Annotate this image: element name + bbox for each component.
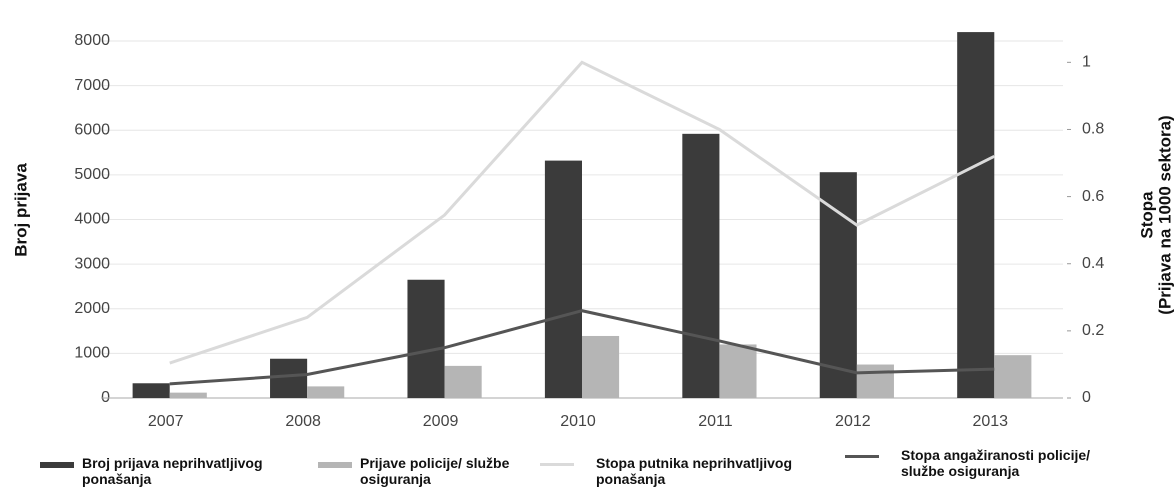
y2-tick-label: 1 [1082, 54, 1091, 71]
y2-tick-label: 0.8 [1082, 121, 1104, 138]
legend-item: Prijave policije/ službe osiguranja [318, 455, 540, 487]
y2-tick-label: 0 [1082, 389, 1091, 406]
y-axis-title: Broj prijava [11, 163, 30, 257]
legend-item: Broj prijava neprihvatljivog ponašanja [40, 455, 312, 487]
y-tick-label: 4000 [74, 211, 110, 228]
y-tick-label: 1000 [74, 345, 110, 362]
bar [582, 335, 620, 398]
legend-item: Stopa putnika neprihvatljivog ponašanja [540, 455, 846, 487]
legend-swatch [845, 455, 879, 458]
x-tick-label: 2010 [560, 413, 596, 430]
y-tick-label: 8000 [74, 32, 110, 49]
bar [307, 386, 345, 398]
y2-tick-label: 0.6 [1082, 188, 1104, 205]
y-tick-label: 6000 [74, 121, 110, 138]
legend-label: Prijave policije/ službe osiguranja [360, 455, 510, 487]
legend-swatch [318, 462, 352, 468]
x-tick-label: 2011 [698, 413, 733, 430]
legend-item: Stopa angažiranosti policije/ službe osi… [845, 447, 1131, 479]
legend-swatch [540, 463, 574, 466]
line [169, 60, 995, 365]
bar [719, 344, 757, 398]
bar [819, 172, 857, 398]
y-tick-label: 7000 [74, 77, 110, 94]
line [169, 309, 995, 386]
legend-label: Stopa angažiranosti policije/ službe osi… [901, 447, 1091, 479]
y2-axis-title: Stopa [1137, 191, 1156, 239]
y-tick-label: 5000 [74, 166, 110, 183]
x-tick-label: 2007 [148, 413, 184, 430]
bar [270, 358, 308, 398]
x-tick-label: 2008 [285, 413, 321, 430]
y-tick-label: 2000 [74, 300, 110, 317]
y2-tick-label: 0.2 [1082, 322, 1104, 339]
bar [407, 279, 445, 398]
bar [957, 32, 995, 398]
y2-tick-label: 0.4 [1082, 255, 1104, 272]
legend-swatch [40, 462, 74, 468]
x-tick-label: 2009 [423, 413, 459, 430]
bar [444, 365, 482, 398]
legend-label: Stopa putnika neprihvatljivog ponašanja [596, 455, 793, 487]
x-tick-label: 2013 [972, 413, 1008, 430]
bar [682, 133, 720, 398]
x-tick-label: 2012 [835, 413, 871, 430]
bar [544, 160, 582, 398]
y2-axis-title: (Prijava na 1000 sektora) [1155, 115, 1174, 314]
bar [856, 364, 894, 398]
chart: Broj prijava Stopa (Prijava na 1000 sekt… [11, 32, 1174, 430]
bar [994, 355, 1032, 398]
bar [169, 392, 207, 398]
legend-label: Broj prijava neprihvatljivog ponašanja [82, 455, 263, 487]
y-tick-label: 3000 [74, 255, 110, 272]
bar [132, 383, 170, 398]
